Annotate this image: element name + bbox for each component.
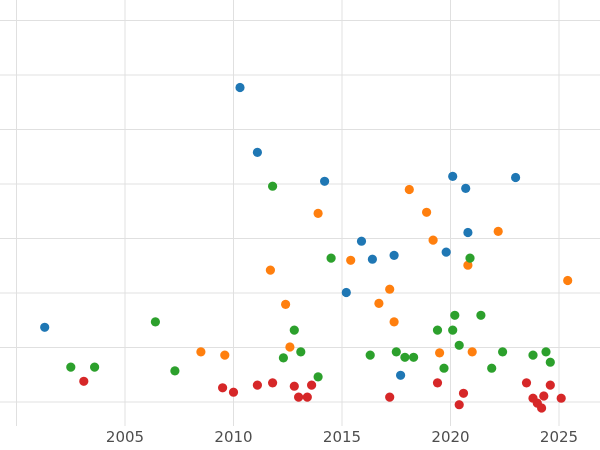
data-point-red [268, 378, 278, 388]
data-point-green [528, 350, 538, 360]
data-point-red [302, 392, 312, 402]
data-point-red [539, 391, 549, 401]
data-point-blue [461, 183, 471, 193]
data-point-green [391, 347, 401, 357]
data-point-orange [265, 265, 275, 275]
data-point-orange [220, 350, 230, 360]
data-point-green [432, 325, 443, 335]
data-point-green [150, 317, 160, 327]
data-point-orange [463, 260, 473, 270]
x-tick-label: 2010 [214, 428, 252, 446]
data-point-orange [313, 208, 323, 218]
data-point-blue [235, 82, 245, 93]
data-point-green [409, 352, 419, 362]
data-point-green [487, 363, 497, 373]
data-point-orange [435, 348, 445, 358]
data-point-green [450, 310, 460, 320]
data-point-blue [441, 247, 451, 257]
data-point-green [365, 350, 375, 360]
data-point-green [326, 253, 336, 263]
data-point-red [432, 378, 443, 388]
data-point-blue [396, 370, 406, 380]
data-point-red [385, 392, 395, 402]
data-point-green [90, 362, 100, 372]
data-point-green [454, 340, 464, 350]
x-tick-label: 2025 [540, 428, 578, 446]
data-point-red [294, 392, 304, 402]
data-point-green [296, 347, 306, 357]
data-point-green [66, 362, 76, 372]
data-point-blue [356, 236, 367, 246]
data-point-green [541, 347, 551, 357]
data-point-blue [40, 322, 50, 332]
data-point-blue [510, 172, 521, 183]
data-point-green [313, 372, 323, 382]
data-point-blue [320, 176, 330, 186]
data-point-red [458, 388, 469, 398]
data-point-red [545, 380, 555, 390]
data-point-red [289, 381, 299, 391]
x-tick-label: 2020 [431, 428, 469, 446]
data-point-green [400, 352, 410, 362]
data-point-green [465, 253, 475, 263]
data-point-blue [463, 227, 473, 238]
data-point-blue [341, 287, 351, 298]
data-point-orange [563, 275, 573, 286]
data-point-red [218, 383, 228, 393]
data-point-green [278, 353, 288, 363]
data-point-orange [389, 317, 399, 327]
data-point-red [556, 393, 566, 403]
data-point-orange [374, 298, 384, 308]
data-point-blue [389, 250, 399, 260]
x-tick-label: 2015 [323, 428, 361, 446]
data-point-orange [285, 342, 295, 352]
data-point-orange [346, 255, 356, 265]
data-point-blue [252, 147, 262, 157]
data-point-orange [404, 184, 414, 195]
data-point-orange [428, 235, 438, 245]
data-point-green [268, 181, 278, 191]
data-point-red [521, 378, 532, 388]
data-point-green [476, 310, 486, 320]
data-point-red [79, 376, 89, 386]
x-tick-label: 2005 [106, 428, 144, 446]
data-point-red [454, 400, 464, 410]
data-point-orange [281, 299, 291, 309]
data-point-orange [422, 207, 432, 217]
data-point-green [448, 325, 458, 335]
data-point-green [170, 366, 180, 376]
data-point-orange [385, 284, 395, 294]
data-point-red [307, 380, 317, 390]
data-point-red [537, 403, 547, 413]
data-point-green [498, 347, 508, 357]
data-point-green [439, 363, 449, 373]
data-point-blue [367, 254, 377, 264]
data-point-red [228, 387, 239, 397]
data-point-orange [467, 347, 477, 357]
data-point-blue [448, 171, 458, 181]
data-point-red [252, 380, 262, 390]
data-point-orange [493, 226, 503, 236]
data-point-green [545, 357, 555, 367]
data-point-green [289, 325, 299, 335]
data-point-orange [196, 347, 206, 357]
